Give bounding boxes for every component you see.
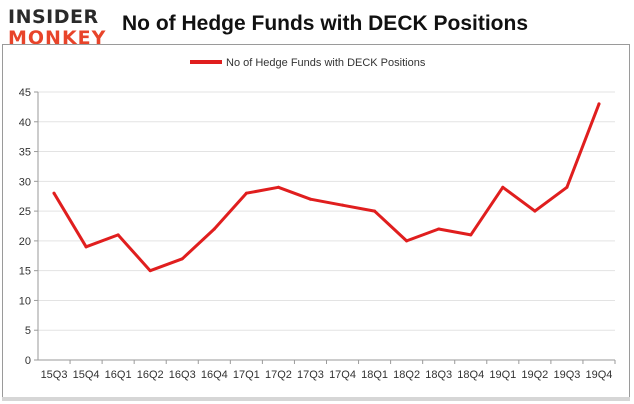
x-tick-label: 16Q2	[137, 369, 164, 381]
x-tick-label: 19Q4	[586, 369, 613, 381]
x-tick-label: 17Q1	[233, 369, 260, 381]
x-tick-label: 18Q4	[457, 369, 484, 381]
data-point-17Q1	[244, 191, 248, 195]
chart-title: No of Hedge Funds with DECK Positions	[122, 12, 528, 35]
data-point-19Q2	[533, 209, 537, 213]
insider-monkey-logo: INSIDER MONKEY	[8, 6, 118, 52]
data-point-17Q2	[276, 185, 280, 189]
x-tick-label: 17Q4	[329, 369, 356, 381]
y-tick-label: 35	[19, 147, 31, 159]
y-tick-label: 25	[19, 206, 31, 218]
y-tick-labels: 0 5 10 15 20 25 30 35 40 45	[19, 87, 38, 367]
y-tick-label: 30	[19, 176, 31, 188]
chart-frame-shadow	[2, 397, 630, 401]
data-point-18Q4	[469, 233, 473, 237]
data-point-16Q4	[212, 227, 216, 231]
data-point-17Q4	[341, 203, 345, 207]
x-tick-label: 19Q1	[489, 369, 516, 381]
axes	[37, 92, 615, 361]
x-tick-label: 17Q2	[265, 369, 292, 381]
gridlines	[38, 91, 615, 331]
x-tick-label: 18Q2	[393, 369, 420, 381]
x-tick-label: 19Q2	[521, 369, 548, 381]
data-point-19Q3	[565, 185, 569, 189]
x-tick-label: 18Q3	[425, 369, 452, 381]
x-tick-label: 16Q4	[201, 369, 228, 381]
x-tick-label: 16Q3	[169, 369, 196, 381]
data-point-18Q2	[405, 239, 409, 243]
data-point-16Q1	[116, 233, 120, 237]
logo-text-monkey: MONKEY	[8, 27, 107, 49]
data-point-16Q3	[180, 257, 184, 261]
x-tick-label: 15Q4	[73, 369, 100, 381]
legend-label: No of Hedge Funds with DECK Positions	[226, 57, 426, 69]
series-group	[52, 102, 601, 273]
x-tick-labels: 15Q3 15Q4 16Q1 16Q2 16Q3 16Q4 17Q1 17Q2 17Q3 17Q4…	[41, 360, 616, 381]
y-tick-label: 0	[25, 355, 31, 367]
y-tick-label: 10	[19, 295, 31, 307]
data-point-15Q4	[84, 245, 88, 249]
x-tick-label: 15Q3	[41, 369, 68, 381]
series-line	[52, 102, 601, 273]
y-tick-label: 45	[19, 87, 31, 99]
data-point-18Q3	[437, 227, 441, 231]
data-point-19Q1	[501, 185, 505, 189]
x-tick-label: 19Q3	[553, 369, 580, 381]
y-tick-label: 40	[19, 117, 31, 129]
x-tick-label: 17Q3	[297, 369, 324, 381]
x-tick-label: 16Q1	[105, 369, 132, 381]
y-tick-label: 5	[25, 325, 31, 337]
y-tick-label: 20	[19, 236, 31, 248]
data-point-18Q1	[373, 209, 377, 213]
logo-text-insider: INSIDER	[8, 6, 99, 28]
data-point-19Q4	[597, 102, 601, 106]
data-point-16Q2	[148, 269, 152, 273]
data-point-15Q3	[52, 191, 56, 195]
x-tick-label: 18Q1	[361, 369, 388, 381]
data-point-17Q3	[308, 197, 312, 201]
y-tick-label: 15	[19, 266, 31, 278]
legend: No of Hedge Funds with DECK Positions	[190, 57, 426, 69]
